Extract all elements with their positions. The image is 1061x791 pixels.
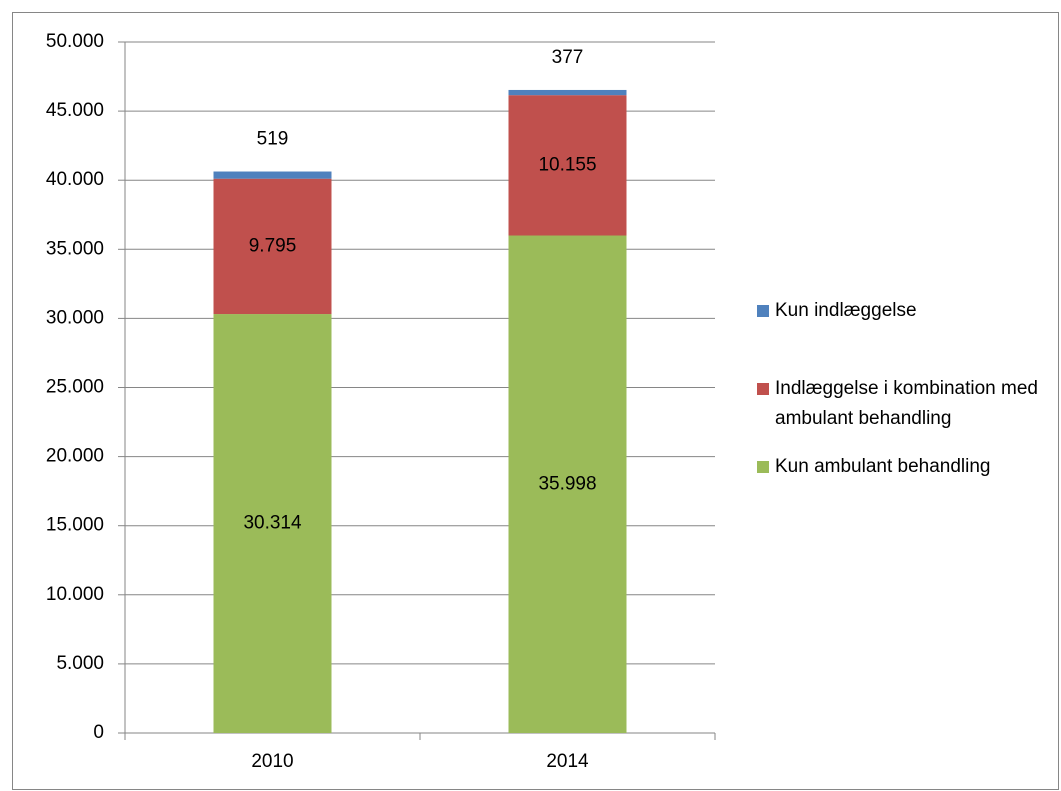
y-tick-label: 50.000 bbox=[46, 31, 104, 52]
legend-swatch bbox=[757, 305, 769, 317]
data-label: 9.795 bbox=[249, 235, 297, 256]
data-label: 519 bbox=[257, 129, 289, 150]
y-tick-label: 15.000 bbox=[46, 515, 104, 536]
y-tick-label: 10.000 bbox=[46, 584, 104, 605]
y-tick-label: 35.000 bbox=[46, 238, 104, 259]
legend-item: Kun indlæggelse bbox=[757, 296, 1047, 326]
legend-label: Indlæggelse i kombination med ambulant b… bbox=[775, 378, 1038, 429]
legend-swatch bbox=[757, 461, 769, 473]
x-tick-label: 2010 bbox=[251, 751, 293, 772]
y-tick-label: 5.000 bbox=[56, 653, 104, 674]
data-label: 10.155 bbox=[538, 154, 596, 175]
y-tick-label: 20.000 bbox=[46, 446, 104, 467]
legend-swatch bbox=[757, 383, 769, 395]
legend-label: Kun ambulant behandling bbox=[775, 456, 991, 477]
y-tick-label: 30.000 bbox=[46, 307, 104, 328]
bar-segment bbox=[213, 314, 332, 733]
x-tick-label: 2014 bbox=[546, 751, 589, 772]
bar-segment bbox=[213, 178, 332, 315]
legend-item: Indlæggelse i kombination med ambulant b… bbox=[757, 374, 1047, 434]
legend-item: Kun ambulant behandling bbox=[757, 452, 1047, 482]
bar-segment bbox=[508, 235, 627, 734]
data-label: 377 bbox=[552, 47, 584, 68]
bar-segment bbox=[508, 89, 627, 96]
y-tick-label: 25.000 bbox=[46, 377, 104, 398]
y-tick-label: 0 bbox=[93, 722, 104, 743]
y-tick-label: 45.000 bbox=[46, 100, 104, 121]
y-tick-label: 40.000 bbox=[46, 169, 104, 190]
data-label: 35.998 bbox=[538, 473, 596, 494]
data-label: 30.314 bbox=[243, 513, 302, 534]
legend-label: Kun indlæggelse bbox=[775, 300, 917, 321]
bar-segment bbox=[213, 171, 332, 179]
bar-segment bbox=[508, 95, 627, 236]
